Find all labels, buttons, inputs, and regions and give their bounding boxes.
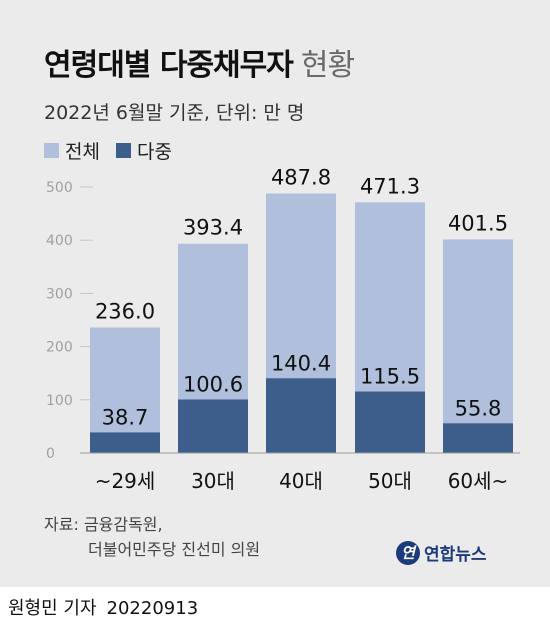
label-total-0: 236.0	[95, 299, 155, 323]
legend-item-multi: 다중	[115, 137, 172, 164]
source-line-1: 자료: 금융감독원,	[44, 515, 163, 534]
chart-title: 연령대별 다중채무자 현황	[44, 40, 355, 84]
ytick-label-300: 300	[46, 286, 73, 302]
label-multi-4: 55.8	[455, 396, 502, 420]
title-main: 연령대별 다중채무자	[44, 48, 294, 83]
ytick-label-500: 500	[46, 180, 73, 196]
label-total-2: 487.8	[271, 165, 331, 189]
title-sub: 현황	[300, 48, 355, 83]
legend-item-total: 전체	[44, 137, 100, 164]
category-label-0: ~29세	[95, 469, 156, 493]
logo-text: 연합뉴스	[424, 545, 487, 565]
ytick-label-400: 400	[46, 233, 73, 249]
label-total-4: 401.5	[448, 211, 508, 235]
category-label-4: 60세~	[448, 469, 509, 493]
label-total-3: 471.3	[360, 174, 420, 198]
label-multi-1: 100.6	[183, 372, 243, 396]
byline: 원형민 기자 20220913	[8, 594, 198, 620]
yonhap-mark-icon: 연	[396, 540, 420, 565]
byline-name: 원형민 기자	[8, 598, 97, 619]
category-label-1: 30대	[191, 469, 235, 493]
bar-total-4	[443, 239, 513, 453]
bar-multi-2	[266, 378, 336, 453]
label-multi-2: 140.4	[271, 351, 331, 375]
bar-multi-0	[90, 432, 160, 453]
label-multi-3: 115.5	[360, 365, 420, 389]
category-label-3: 50대	[368, 469, 412, 493]
bar-multi-4	[443, 423, 513, 453]
legend-swatch-multi	[115, 143, 131, 158]
chart-subtitle: 2022년 6월말 기준, 단위: 만 명	[44, 102, 305, 124]
ytick-label-0: 0	[46, 446, 55, 462]
label-multi-0: 38.7	[102, 405, 149, 429]
label-total-1: 393.4	[183, 216, 243, 240]
bar-multi-3	[355, 391, 425, 453]
legend-label-total: 전체	[65, 141, 100, 163]
bar-multi-1	[178, 399, 248, 453]
ytick-label-100: 100	[46, 393, 73, 409]
legend-label-multi: 다중	[136, 141, 172, 163]
bar-total-0	[90, 327, 160, 453]
yonhap-logo: 연 연합뉴스	[396, 540, 487, 565]
category-label-2: 40대	[279, 469, 323, 493]
legend-swatch-total	[44, 143, 59, 158]
legend: 전체 다중	[44, 137, 188, 164]
byline-date: 20220913	[106, 598, 199, 619]
source-line-2: 더불어민주당 진선미 의원	[88, 540, 261, 559]
bar-chart: 0 100 200 300 400 500 236.0 38.7 ~29세 393.4 100.6 3…	[46, 165, 520, 493]
ytick-label-200: 200	[46, 340, 73, 356]
source-note: 자료: 금융감독원, 더불어민주당 진선미 의원	[44, 512, 260, 562]
